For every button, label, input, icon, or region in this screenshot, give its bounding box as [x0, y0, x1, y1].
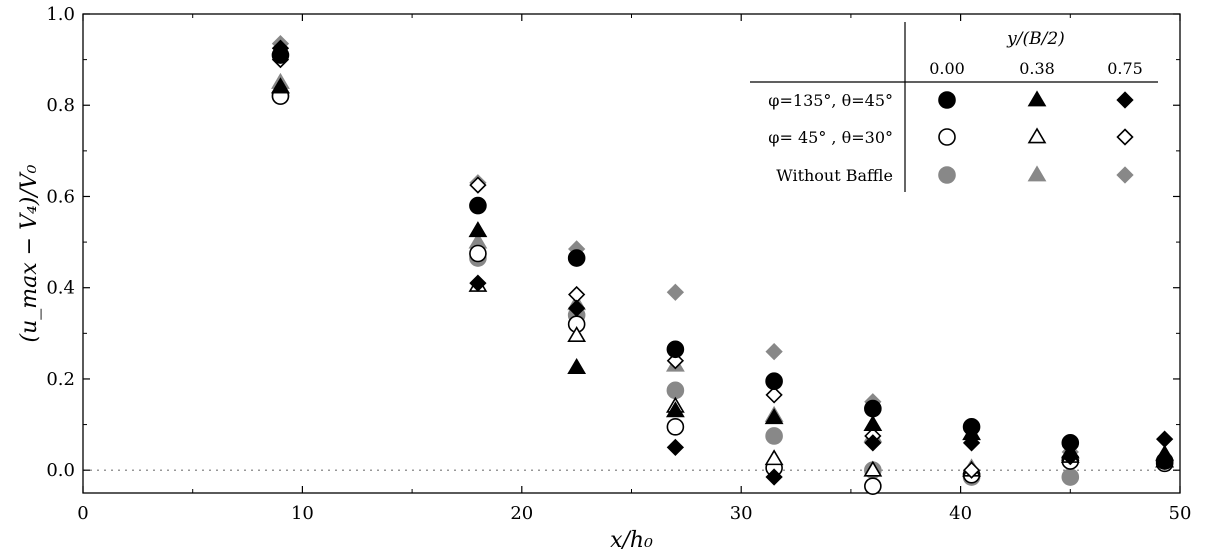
- x-tick-label: 50: [1169, 503, 1192, 524]
- point-circle-open-000: [864, 477, 882, 495]
- x-tick-label: 30: [730, 503, 753, 524]
- point-diamond-filled-black-075: [962, 434, 981, 452]
- point-diamond-filled-black-075: [568, 299, 586, 317]
- x-tick-label: 10: [291, 503, 314, 524]
- y-tick-label: 1.0: [46, 4, 75, 25]
- point-diamond-filled-black-075: [271, 39, 290, 57]
- point-diamond-filled-black-075: [864, 434, 882, 452]
- point-diamond-open-075: [765, 386, 783, 404]
- point-triangle-filled-black-038: [271, 77, 290, 94]
- point-circle-filled-black-000: [864, 399, 882, 418]
- legend-marker-diamond: [1116, 91, 1134, 109]
- point-diamond-filled-black-075: [765, 468, 783, 486]
- point-circle-open-000: [469, 244, 487, 263]
- y-tick-label: 0.6: [46, 186, 75, 207]
- point-triangle-filled-black-038: [567, 357, 587, 374]
- point-triangle-filled-black-038: [863, 414, 883, 431]
- point-diamond-filled-black-075: [666, 438, 685, 457]
- y-tick-label: 0.2: [46, 369, 75, 390]
- legend-marker-circle: [938, 166, 956, 184]
- plot-frame: [82, 13, 1181, 494]
- y-axis-label: (u_max − V₄)/V₀: [17, 164, 42, 342]
- legend-column-label: 0.00: [929, 59, 965, 78]
- x-tick-label: 40: [949, 503, 972, 524]
- point-diamond-filled-black-075: [1061, 447, 1079, 466]
- legend-marker-triangle: [1027, 165, 1047, 182]
- point-diamond-filled-gray-075: [765, 342, 783, 361]
- legend-marker-circle: [938, 91, 956, 109]
- point-circle-open-000: [666, 418, 685, 436]
- legend-row-label: φ=135°, θ=45°: [768, 91, 893, 110]
- legend-marker-circle: [938, 128, 956, 146]
- legend-column-label: 0.75: [1107, 59, 1143, 78]
- y-tick-label: 0.8: [46, 95, 75, 116]
- point-triangle-open-038: [863, 460, 883, 477]
- axis-ticks: 0 10 20 30 40 50 0.0 0.2 0.4 0.6 0.8 1.0: [46, 4, 1191, 524]
- point-diamond-filled-gray-075: [666, 283, 685, 301]
- legend-row-label: φ= 45° , θ=30°: [768, 128, 893, 147]
- y-tick-label: 0.0: [46, 460, 75, 481]
- x-tick-label: 20: [510, 503, 533, 524]
- legend-marker-diamond: [1116, 166, 1134, 184]
- point-diamond-open-075: [469, 176, 487, 194]
- point-triangle-open-038: [764, 449, 784, 466]
- point-circle-filled-black-000: [469, 196, 487, 215]
- point-circle-filled-black-000: [567, 249, 586, 267]
- legend-marker-diamond: [1116, 128, 1134, 146]
- data-points: [271, 35, 1175, 495]
- y-tick-label: 0.4: [46, 278, 75, 299]
- point-circle-filled-gray-000: [1061, 468, 1080, 486]
- legend-marker-triangle: [1027, 127, 1047, 144]
- point-circle-filled-black-000: [666, 340, 685, 359]
- x-tick-label: 0: [77, 503, 88, 524]
- legend-marker-triangle: [1027, 90, 1047, 107]
- legend-column-label: 0.38: [1019, 59, 1055, 78]
- point-triangle-filled-black-038: [764, 408, 784, 425]
- point-triangle-filled-black-038: [1155, 444, 1175, 461]
- point-diamond-filled-black-075: [1156, 430, 1174, 448]
- plot-axes: [82, 13, 1181, 494]
- axis-labels: x/h₀ (u_max − V₄)/V₀: [17, 164, 653, 553]
- legend-row-label: Without Baffle: [776, 166, 893, 185]
- point-triangle-filled-black-038: [665, 401, 685, 418]
- point-diamond-open-075: [962, 461, 981, 479]
- x-axis-label: x/h₀: [610, 528, 653, 553]
- point-triangle-filled-black-038: [468, 221, 488, 238]
- point-triangle-open-038: [567, 326, 587, 343]
- point-circle-filled-black-000: [765, 372, 783, 391]
- point-diamond-filled-black-075: [469, 274, 487, 292]
- point-circle-filled-gray-000: [765, 427, 783, 445]
- legend-header: y/(B/2): [1006, 29, 1065, 49]
- legend: y/(B/2) 0.00 0.38 0.75 φ=135°, θ=45° φ= 45° ,…: [750, 22, 1158, 192]
- point-circle-filled-gray-000: [666, 381, 685, 400]
